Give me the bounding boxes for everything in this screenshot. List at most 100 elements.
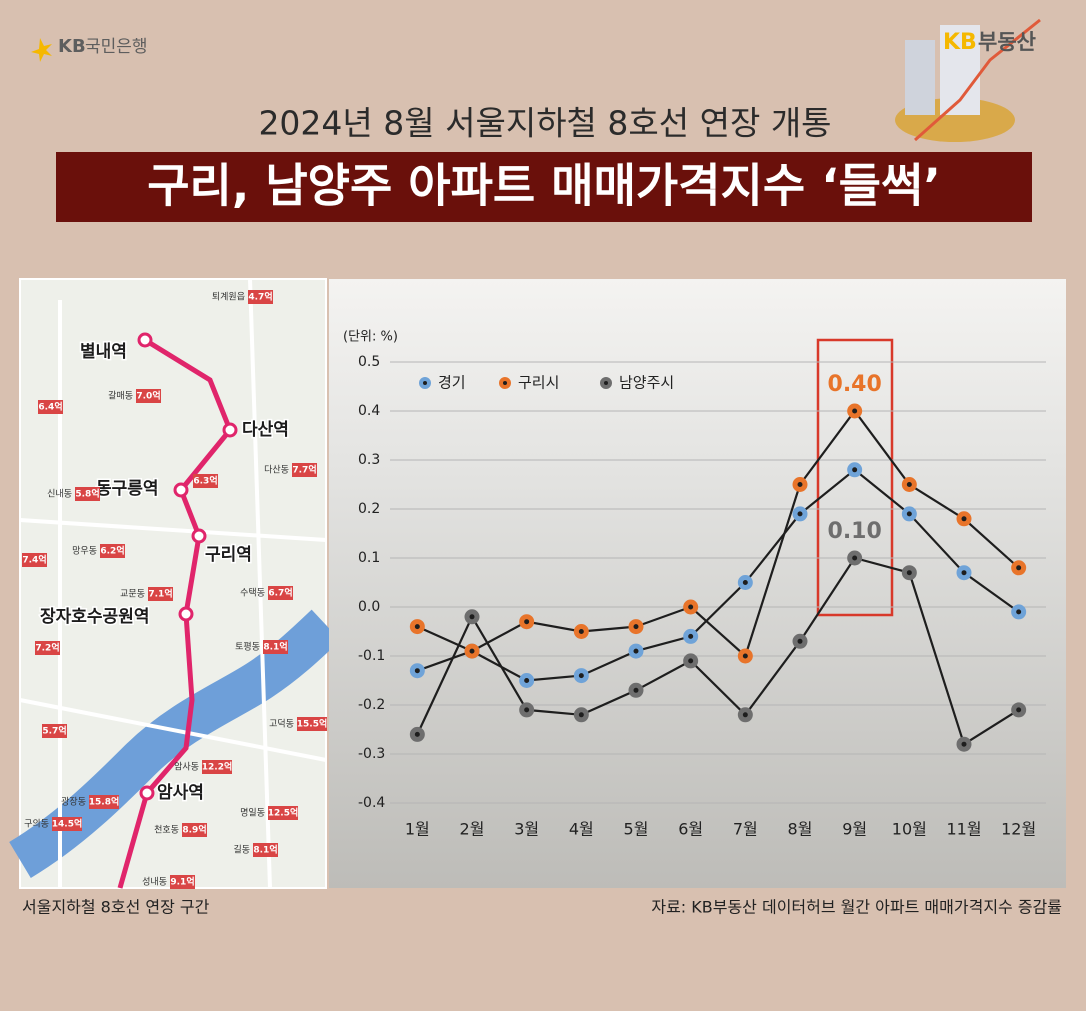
logo-name: 국민은행 xyxy=(85,37,148,57)
x-tick-label: 8월 xyxy=(788,820,813,839)
logo-left: KB 국민은행 xyxy=(31,36,148,62)
y-tick-label: -0.3 xyxy=(358,746,385,762)
area-label: 암사동 xyxy=(174,761,199,773)
y-tick-label: 0.2 xyxy=(358,501,380,517)
illustration xyxy=(895,18,1041,142)
y-tick-label: 0.3 xyxy=(358,452,380,468)
price-tag xyxy=(182,823,207,837)
marker xyxy=(464,609,480,625)
marker xyxy=(683,599,699,615)
price-tag xyxy=(52,817,82,831)
logo-kb: KB xyxy=(943,30,977,55)
area-label: 퇴계원읍 xyxy=(212,291,245,303)
station-label: 동구릉역 xyxy=(96,479,159,499)
logo-star xyxy=(31,38,52,62)
marker xyxy=(737,648,753,664)
area-label: 수택동 xyxy=(240,588,265,599)
y-tick-label: -0.4 xyxy=(358,795,385,811)
price-tag xyxy=(75,487,100,501)
area-label: 고덕동 xyxy=(269,719,294,730)
y-tick-label: 0.1 xyxy=(358,550,380,566)
price-tag xyxy=(297,717,327,731)
price-label: 6.3억 xyxy=(193,475,217,487)
x-tick-label: 2월 xyxy=(460,820,485,839)
legend-marker xyxy=(600,377,612,389)
price-label: 5.7억 xyxy=(42,725,66,737)
marker xyxy=(956,565,972,581)
station-label: 구리역 xyxy=(205,545,252,565)
subway-line xyxy=(117,337,233,889)
price-tag xyxy=(268,586,293,600)
price-label: 15.5억 xyxy=(297,718,328,730)
price-label: 8.1억 xyxy=(253,844,277,856)
price-tag xyxy=(263,640,288,654)
y-tick-label: -0.2 xyxy=(358,697,385,713)
y-tick-label: 0.0 xyxy=(358,599,380,615)
price-tag xyxy=(89,795,119,809)
marker xyxy=(847,462,863,478)
x-tick-label: 6월 xyxy=(678,820,703,839)
map-caption: 서울지하철 8호선 연장 구간 xyxy=(22,898,210,917)
station xyxy=(222,422,238,438)
area-label: 망우동 xyxy=(72,546,97,557)
station-label: 별내역 xyxy=(80,342,127,362)
price-label: 8.1억 xyxy=(263,641,287,653)
price-tag xyxy=(170,875,195,889)
legend-marker xyxy=(499,377,511,389)
marker xyxy=(847,403,863,419)
marker xyxy=(628,682,644,698)
price-tag xyxy=(22,553,47,567)
map-panel xyxy=(19,278,327,889)
marker xyxy=(683,653,699,669)
area-label: 명일동 xyxy=(240,808,265,819)
marker xyxy=(901,506,917,522)
legend-marker xyxy=(419,377,431,389)
building xyxy=(905,40,935,115)
legend-label: 경기 xyxy=(438,374,466,392)
station xyxy=(139,785,155,801)
marker xyxy=(683,628,699,644)
price-tag xyxy=(136,389,161,403)
marker xyxy=(519,702,535,718)
marker xyxy=(628,643,644,659)
price-tag xyxy=(42,724,67,738)
data-label: 0.10 xyxy=(828,519,882,544)
station xyxy=(178,606,194,622)
marker xyxy=(464,643,480,659)
source: 자료: KB부동산 데이터허브 월간 아파트 매매가격지수 증감률 xyxy=(651,898,1062,917)
chart-panel xyxy=(329,279,1066,888)
price-label: 6.7억 xyxy=(268,587,292,599)
price-label: 7.1억 xyxy=(148,588,172,600)
area-label: 길동 xyxy=(233,845,250,856)
title: 구리, 남양주 아파트 매매가격지수 ‘들썩’ xyxy=(147,159,941,213)
x-tick-label: 3월 xyxy=(514,820,539,839)
series-line xyxy=(416,409,1020,658)
marker xyxy=(1011,702,1027,718)
y-tick-label: 0.5 xyxy=(358,354,380,370)
station-label: 장자호수공원역 xyxy=(40,607,149,627)
unit-label: (단위: %) xyxy=(343,330,398,345)
station-label: 암사역 xyxy=(157,783,204,803)
price-label: 12.5억 xyxy=(268,807,299,819)
data-label: 0.40 xyxy=(828,372,882,397)
marker xyxy=(956,736,972,752)
x-tick-label: 7월 xyxy=(733,820,758,839)
marker xyxy=(792,506,808,522)
price-label: 5.8억 xyxy=(75,488,99,500)
marker xyxy=(519,614,535,630)
price-label: 6.2억 xyxy=(100,545,124,557)
marker xyxy=(847,550,863,566)
area-label: 갈매동 xyxy=(108,391,133,402)
price-tag xyxy=(148,587,173,601)
subtitle: 2024년 8월 서울지하철 8호선 연장 개통 xyxy=(258,104,831,143)
price-label: 7.4억 xyxy=(22,554,46,566)
price-label: 7.7억 xyxy=(292,464,316,476)
area-label: 교문동 xyxy=(120,589,145,600)
x-tick-label: 5월 xyxy=(624,820,649,839)
marker xyxy=(628,619,644,635)
legend-label: 구리시 xyxy=(518,374,559,392)
y-tick-label: 0.4 xyxy=(358,403,380,419)
series-line xyxy=(416,468,1020,682)
